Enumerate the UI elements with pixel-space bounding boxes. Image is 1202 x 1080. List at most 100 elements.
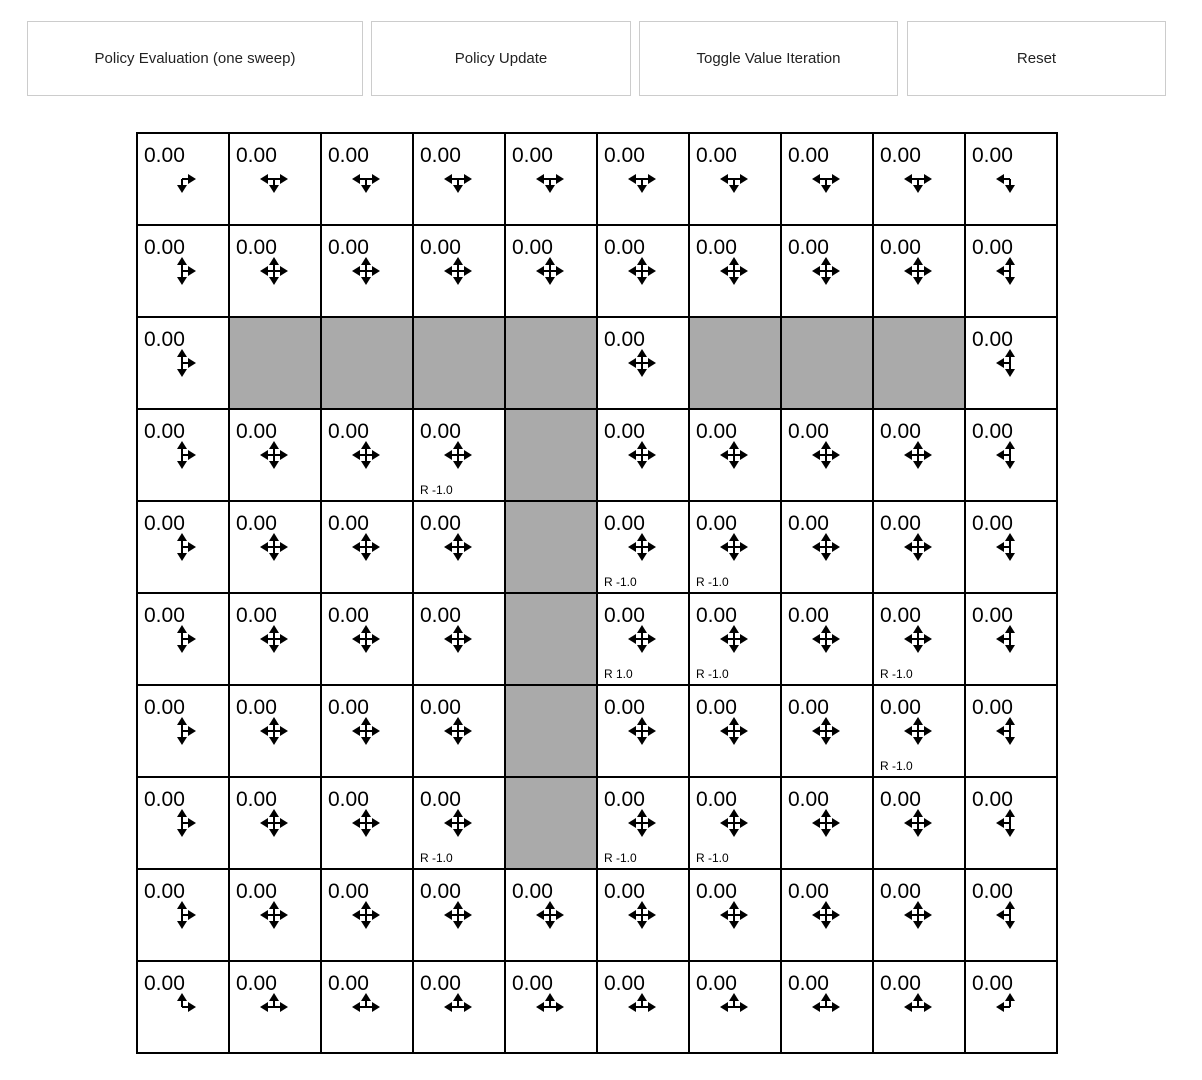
grid-cell[interactable]: 0.00 [412,500,506,594]
grid-cell[interactable]: 0.00 [136,684,230,778]
wall-cell[interactable] [504,776,598,870]
grid-cell[interactable]: 0.00 [136,408,230,502]
grid-cell[interactable]: 0.00 [688,408,782,502]
grid-cell[interactable]: 0.00 [228,684,322,778]
grid-cell[interactable]: 0.00 [228,132,322,226]
grid-cell[interactable]: 0.00 [136,776,230,870]
grid-cell[interactable]: 0.00 [136,960,230,1054]
policy-evaluation-button[interactable]: Policy Evaluation (one sweep) [27,21,363,96]
grid-cell[interactable]: 0.00 [412,868,506,962]
wall-cell[interactable] [412,316,506,410]
grid-cell[interactable]: 0.00 [412,592,506,686]
grid-cell[interactable]: 0.00 [872,408,966,502]
grid-cell[interactable]: 0.00 [228,592,322,686]
grid-cell[interactable]: 0.00 [780,776,874,870]
grid-cell[interactable]: 0.00 [872,592,966,686]
grid-cell[interactable]: 0.00 [964,500,1058,594]
grid-cell[interactable]: 0.00 [320,132,414,226]
grid-cell[interactable]: 0.00 [688,224,782,318]
grid-cell[interactable]: 0.00 [780,500,874,594]
grid-cell[interactable]: 0.00 [320,500,414,594]
wall-cell[interactable] [504,316,598,410]
grid-cell[interactable]: 0.00 [780,684,874,778]
grid-cell[interactable]: 0.00 [964,776,1058,870]
grid-cell[interactable]: 0.00 [688,960,782,1054]
grid-cell[interactable]: 0.00 [320,592,414,686]
grid-cell[interactable]: 0.00 [504,868,598,962]
grid-cell[interactable]: 0.00 [228,776,322,870]
grid-cell[interactable]: 0.00 [688,776,782,870]
grid-cell[interactable]: 0.00 [872,868,966,962]
grid-cell[interactable]: 0.00 [320,868,414,962]
grid-cell[interactable]: 0.00 [964,960,1058,1054]
grid-cell[interactable]: 0.00 [320,684,414,778]
grid-cell[interactable]: 0.00 [596,408,690,502]
grid-cell[interactable]: 0.00 [412,224,506,318]
wall-cell[interactable] [504,592,598,686]
grid-cell[interactable]: 0.00 [688,684,782,778]
reset-button[interactable]: Reset [907,21,1166,96]
grid-cell[interactable]: 0.00 [688,132,782,226]
grid-cell[interactable]: 0.00 [320,408,414,502]
grid-cell[interactable]: 0.00 [504,960,598,1054]
wall-cell[interactable] [872,316,966,410]
grid-cell[interactable]: 0.00 [596,592,690,686]
grid-cell[interactable]: 0.00 [964,408,1058,502]
toggle-value-iteration-button[interactable]: Toggle Value Iteration [639,21,898,96]
grid-cell[interactable]: 0.00 [964,868,1058,962]
grid-cell[interactable]: 0.00 [320,776,414,870]
grid-cell[interactable]: 0.00 [596,224,690,318]
grid-cell[interactable]: 0.00 [688,592,782,686]
grid-cell[interactable]: 0.00 [688,868,782,962]
grid-cell[interactable]: 0.00 [136,868,230,962]
grid-cell[interactable]: 0.00 [964,132,1058,226]
grid-cell[interactable]: 0.00 [412,132,506,226]
grid-cell[interactable]: 0.00 [964,224,1058,318]
wall-cell[interactable] [504,684,598,778]
grid-cell[interactable]: 0.00 [872,684,966,778]
grid-cell[interactable]: 0.00 [596,960,690,1054]
grid-cell[interactable]: 0.00 [596,500,690,594]
grid-cell[interactable]: 0.00 [228,960,322,1054]
grid-cell[interactable]: 0.00 [320,960,414,1054]
grid-cell[interactable]: 0.00 [136,224,230,318]
grid-cell[interactable]: 0.00 [136,500,230,594]
grid-cell[interactable]: 0.00 [228,500,322,594]
grid-cell[interactable]: 0.00 [872,960,966,1054]
policy-update-button[interactable]: Policy Update [371,21,631,96]
grid-cell[interactable]: 0.00 [964,684,1058,778]
grid-cell[interactable]: 0.00 [136,316,230,410]
grid-cell[interactable]: 0.00 [504,224,598,318]
wall-cell[interactable] [504,500,598,594]
grid-cell[interactable]: 0.00 [504,132,598,226]
gridworld[interactable]: 0.00 0.00 0.00 0.00 0.00 0.00 0.00 0.00 0.00 0.00… [136,132,1058,1054]
grid-cell[interactable]: 0.00 [964,592,1058,686]
wall-cell[interactable] [780,316,874,410]
grid-cell[interactable]: 0.00 [780,224,874,318]
grid-cell[interactable]: 0.00 [780,592,874,686]
grid-cell[interactable]: 0.00 [780,960,874,1054]
grid-cell[interactable]: 0.00 [136,592,230,686]
grid-cell[interactable]: 0.00 [872,224,966,318]
grid-cell[interactable]: 0.00 [872,132,966,226]
grid-cell[interactable]: 0.00 [780,408,874,502]
grid-cell[interactable]: 0.00 [228,408,322,502]
grid-cell[interactable]: 0.00 [412,408,506,502]
grid-cell[interactable]: 0.00 [964,316,1058,410]
grid-cell[interactable]: 0.00 [596,316,690,410]
wall-cell[interactable] [320,316,414,410]
grid-cell[interactable]: 0.00 [136,132,230,226]
grid-cell[interactable]: 0.00 [412,684,506,778]
grid-cell[interactable]: 0.00 [228,224,322,318]
grid-cell[interactable]: 0.00 [872,500,966,594]
grid-cell[interactable]: 0.00 [872,776,966,870]
wall-cell[interactable] [504,408,598,502]
grid-cell[interactable]: 0.00 [780,132,874,226]
grid-cell[interactable]: 0.00 [596,868,690,962]
grid-cell[interactable]: 0.00 [320,224,414,318]
wall-cell[interactable] [228,316,322,410]
grid-cell[interactable]: 0.00 [596,132,690,226]
grid-cell[interactable]: 0.00 [412,960,506,1054]
grid-cell[interactable]: 0.00 [228,868,322,962]
wall-cell[interactable] [688,316,782,410]
